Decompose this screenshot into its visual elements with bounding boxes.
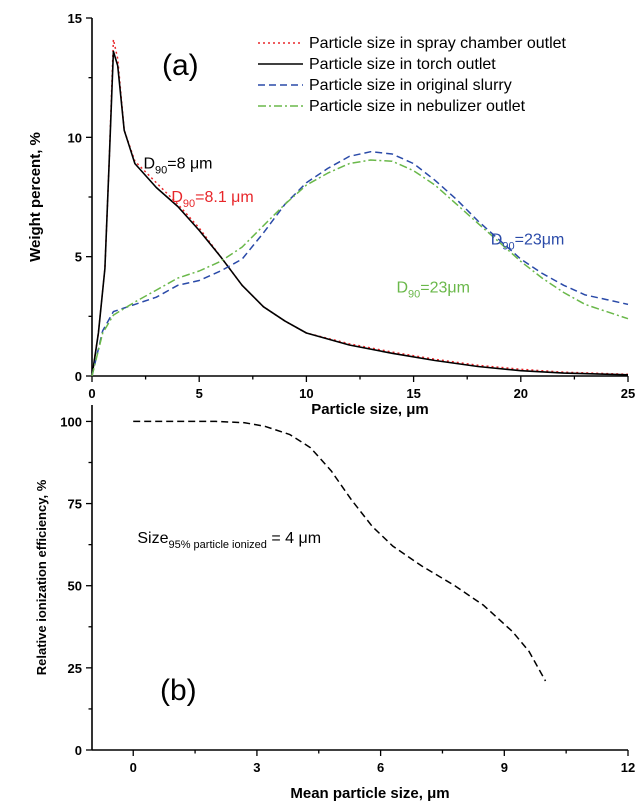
x-tick-label: 25 xyxy=(621,386,635,401)
x-tick-label: 3 xyxy=(253,760,260,775)
x-tick-label: 20 xyxy=(514,386,528,401)
y-tick-label: 75 xyxy=(68,497,82,512)
legend-entry: Particle size in nebulizer outlet xyxy=(309,98,526,115)
x-tick-label: 6 xyxy=(377,760,384,775)
x-axis-title: Particle size, μm xyxy=(311,401,429,418)
series-line-3 xyxy=(91,150,629,377)
y-axis-title: Relative ionization efficiency, % xyxy=(34,479,49,675)
legend-entry: Particle size in torch outlet xyxy=(309,56,496,73)
y-tick-label: 10 xyxy=(68,130,82,145)
annotation-label: D90=23μm xyxy=(491,232,565,253)
annotation-label: D90=23μm xyxy=(396,279,470,300)
panel-b-chart: 0 3 6 9 12 0 25 50 75 100 Mean particle size, μm Re… xyxy=(34,405,635,802)
x-tick-label: 5 xyxy=(196,386,203,401)
legend-entry: Particle size in original slurry xyxy=(309,77,512,94)
x-tick-label: 10 xyxy=(299,386,313,401)
panel-label: (a) xyxy=(162,49,199,82)
y-tick-label: 0 xyxy=(75,743,82,758)
x-tick-label: 0 xyxy=(130,760,137,775)
x-tick-label: 0 xyxy=(88,386,95,401)
legend: Particle size in spray chamber outlet Par… xyxy=(258,35,567,115)
x-tick-label: 12 xyxy=(621,760,635,775)
y-tick-label: 0 xyxy=(75,369,82,384)
x-axis-title: Mean particle size, μm xyxy=(290,785,449,802)
y-tick-label: 100 xyxy=(60,414,82,429)
y-tick-label: 15 xyxy=(68,11,82,26)
panel-label: (b) xyxy=(160,674,197,707)
x-tick-label: 9 xyxy=(501,760,508,775)
y-tick-label: 5 xyxy=(75,250,82,265)
series-line-4 xyxy=(91,159,629,377)
y-tick-label: 25 xyxy=(68,661,82,676)
series-line-2 xyxy=(91,50,629,377)
y-tick-label: 50 xyxy=(68,579,82,594)
x-tick-label: 15 xyxy=(406,386,420,401)
series-line-1 xyxy=(133,420,547,682)
legend-entry: Particle size in spray chamber outlet xyxy=(309,35,567,52)
annotation-label: D90=8.1 μm xyxy=(171,189,253,210)
annotation-label: D90=8 μm xyxy=(143,155,212,176)
annotation-label: Size95% particle ionized = 4 μm xyxy=(137,530,321,551)
y-axis-title: Weight percent, % xyxy=(27,132,44,262)
